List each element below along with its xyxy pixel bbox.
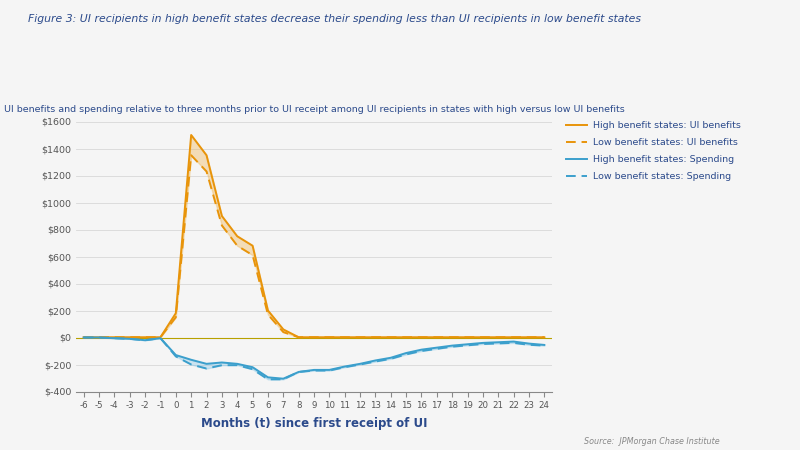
Title: UI benefits and spending relative to three months prior to UI receipt among UI r: UI benefits and spending relative to thr… bbox=[4, 105, 624, 114]
Text: Figure 3: UI recipients in high benefit states decrease their spending less than: Figure 3: UI recipients in high benefit … bbox=[28, 14, 641, 23]
Text: Source:  JPMorgan Chase Institute: Source: JPMorgan Chase Institute bbox=[584, 436, 720, 446]
Legend: High benefit states: UI benefits, Low benefit states: UI benefits, High benefit : High benefit states: UI benefits, Low be… bbox=[566, 121, 741, 181]
X-axis label: Months (t) since first receipt of UI: Months (t) since first receipt of UI bbox=[201, 417, 427, 430]
